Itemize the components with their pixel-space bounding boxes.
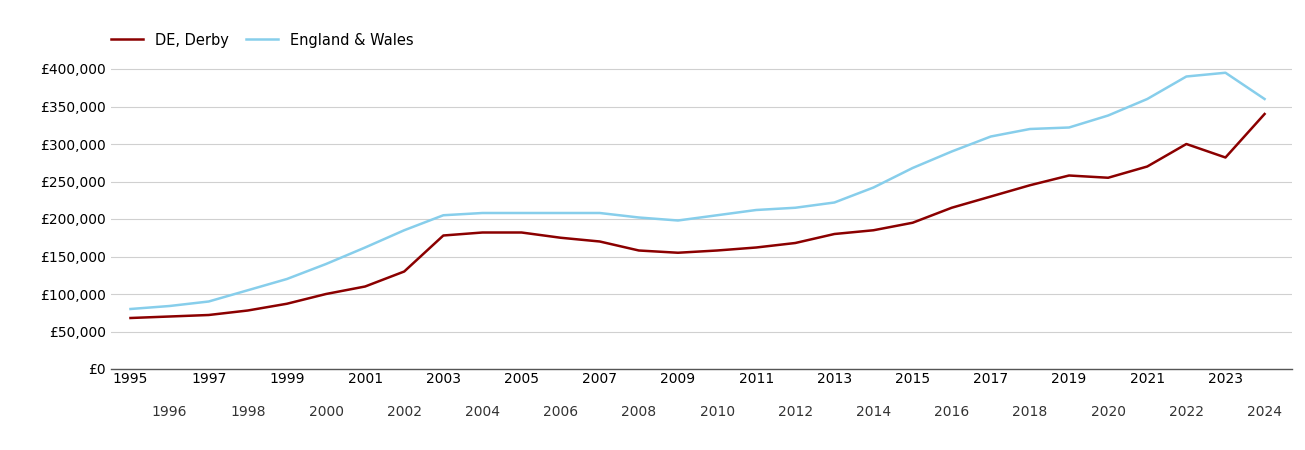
Text: 2004: 2004 (465, 405, 500, 419)
DE, Derby (904, 220, 920, 225)
England & Wales (358, 245, 373, 250)
Text: 2008: 2008 (621, 405, 656, 419)
Line: England & Wales: England & Wales (130, 73, 1265, 309)
England & Wales (671, 218, 686, 223)
England & Wales (397, 228, 412, 233)
DE, Derby (553, 235, 569, 240)
DE, Derby (358, 284, 373, 289)
DE, Derby (944, 205, 959, 211)
Text: 2006: 2006 (543, 405, 578, 419)
DE, Derby (632, 248, 647, 253)
England & Wales (748, 207, 763, 213)
DE, Derby (279, 301, 295, 306)
England & Wales (709, 212, 724, 218)
England & Wales (436, 212, 452, 218)
DE, Derby (1178, 141, 1194, 147)
DE, Derby (1139, 164, 1155, 169)
England & Wales (865, 185, 881, 190)
Text: 2024: 2024 (1248, 405, 1282, 419)
England & Wales (514, 210, 530, 216)
DE, Derby (748, 245, 763, 250)
England & Wales (201, 299, 217, 304)
England & Wales (553, 210, 569, 216)
DE, Derby (201, 312, 217, 318)
DE, Derby (1100, 175, 1116, 180)
Text: 2012: 2012 (778, 405, 813, 419)
DE, Derby (1022, 183, 1037, 188)
DE, Derby (123, 315, 138, 321)
England & Wales (123, 306, 138, 312)
England & Wales (1022, 126, 1037, 132)
Text: 2018: 2018 (1013, 405, 1048, 419)
England & Wales (904, 165, 920, 171)
Text: 2020: 2020 (1091, 405, 1126, 419)
Text: 1996: 1996 (151, 405, 188, 419)
Legend: DE, Derby, England & Wales: DE, Derby, England & Wales (111, 33, 414, 48)
England & Wales (787, 205, 803, 211)
DE, Derby (514, 230, 530, 235)
DE, Derby (397, 269, 412, 274)
Text: 2014: 2014 (856, 405, 891, 419)
DE, Derby (787, 240, 803, 246)
DE, Derby (240, 308, 256, 313)
DE, Derby (592, 239, 608, 244)
England & Wales (162, 303, 177, 309)
DE, Derby (826, 231, 842, 237)
England & Wales (1218, 70, 1233, 76)
England & Wales (983, 134, 998, 139)
DE, Derby (1218, 155, 1233, 160)
England & Wales (240, 288, 256, 293)
England & Wales (1139, 96, 1155, 102)
Line: DE, Derby: DE, Derby (130, 114, 1265, 318)
Text: 2000: 2000 (308, 405, 343, 419)
England & Wales (1100, 113, 1116, 118)
England & Wales (1178, 74, 1194, 79)
DE, Derby (318, 291, 334, 297)
England & Wales (826, 200, 842, 205)
DE, Derby (162, 314, 177, 319)
DE, Derby (709, 248, 724, 253)
Text: 1998: 1998 (230, 405, 265, 419)
England & Wales (592, 210, 608, 216)
Text: 2022: 2022 (1169, 405, 1203, 419)
DE, Derby (1061, 173, 1077, 178)
DE, Derby (671, 250, 686, 256)
DE, Derby (1257, 111, 1272, 117)
DE, Derby (436, 233, 452, 238)
DE, Derby (865, 228, 881, 233)
Text: 2010: 2010 (699, 405, 735, 419)
Text: 2016: 2016 (934, 405, 970, 419)
England & Wales (1257, 96, 1272, 102)
England & Wales (1061, 125, 1077, 130)
DE, Derby (983, 194, 998, 199)
England & Wales (318, 261, 334, 267)
England & Wales (632, 215, 647, 220)
England & Wales (475, 210, 491, 216)
Text: 2002: 2002 (386, 405, 422, 419)
England & Wales (944, 149, 959, 154)
DE, Derby (475, 230, 491, 235)
England & Wales (279, 276, 295, 282)
